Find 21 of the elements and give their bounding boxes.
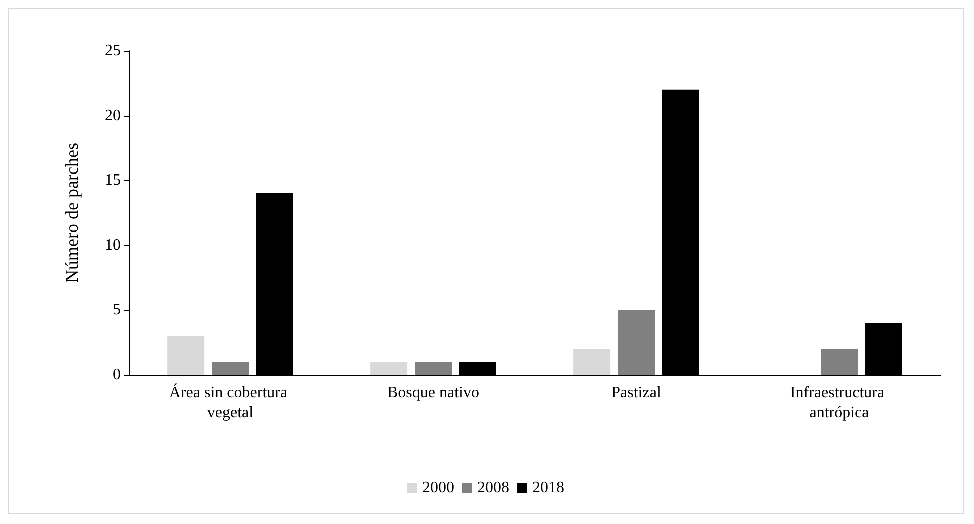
y-axis-title: Número de parches bbox=[62, 143, 82, 283]
bar bbox=[370, 362, 408, 375]
legend-label: 2018 bbox=[532, 480, 564, 496]
bar bbox=[820, 349, 858, 375]
x-tick-label: Pastizal bbox=[612, 384, 662, 402]
bar bbox=[212, 362, 250, 375]
y-tick-label: 0 bbox=[113, 366, 121, 384]
x-tick-label: Área sin cobertura vegetal bbox=[169, 384, 292, 422]
legend-label: 2000 bbox=[422, 480, 454, 496]
bar bbox=[574, 349, 611, 375]
bar bbox=[414, 362, 452, 375]
bar bbox=[618, 310, 656, 375]
y-tick-label: 10 bbox=[105, 236, 121, 254]
y-tick-label: 20 bbox=[105, 107, 121, 124]
y-tick-label: 5 bbox=[113, 302, 121, 319]
bar bbox=[168, 336, 205, 375]
legend-label: 2008 bbox=[478, 480, 510, 496]
y-tick-label: 25 bbox=[105, 42, 121, 60]
x-tick-label: Bosque nativo bbox=[388, 384, 480, 402]
x-tick-label: Infraestructura antrópica bbox=[790, 384, 889, 422]
y-tick-label: 15 bbox=[105, 172, 121, 190]
